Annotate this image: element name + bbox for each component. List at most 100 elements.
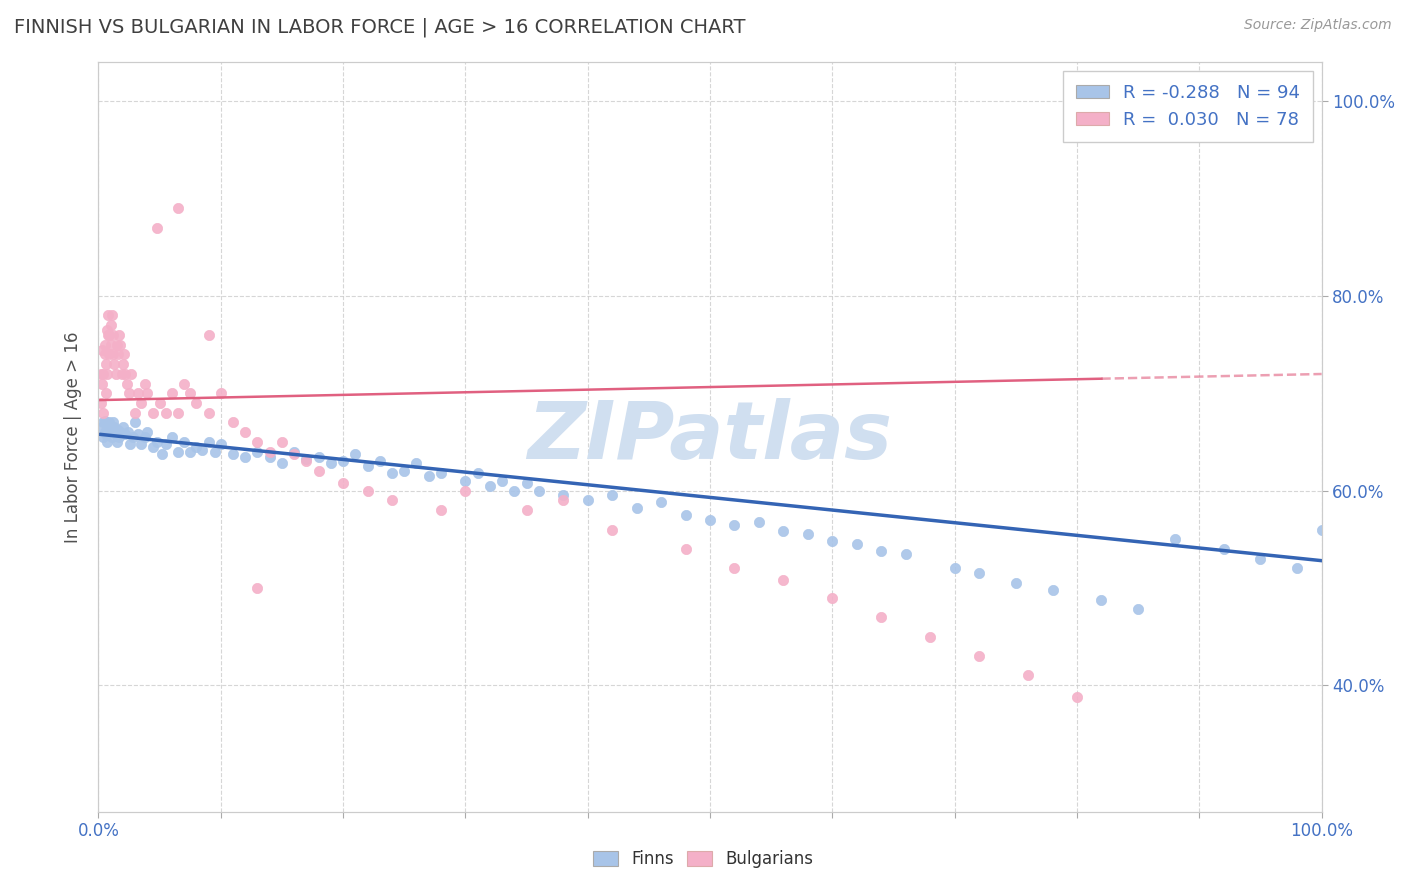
Point [222, 416, 245, 430]
Point [91, 376, 114, 391]
Point [430, 466, 453, 480]
Point [821, 591, 844, 605]
Point [91, 343, 114, 357]
Point [699, 513, 721, 527]
Point [101, 347, 124, 361]
Point [1042, 582, 1064, 597]
Point [100, 425, 122, 440]
Point [503, 483, 526, 498]
Point [134, 430, 156, 444]
Point [246, 581, 269, 595]
Point [114, 367, 136, 381]
Point [94, 386, 117, 401]
Point [920, 630, 942, 644]
Point [91, 420, 114, 434]
Point [1128, 602, 1150, 616]
Point [179, 444, 201, 458]
Point [105, 434, 128, 449]
Point [124, 406, 146, 420]
Point [308, 450, 330, 464]
Point [146, 220, 169, 235]
Point [209, 437, 232, 451]
Point [650, 495, 672, 509]
Point [723, 517, 745, 532]
Point [821, 534, 844, 549]
Point [197, 434, 219, 449]
Point [120, 437, 142, 451]
Point [97, 309, 120, 323]
Legend: Finns, Bulgarians: Finns, Bulgarians [586, 844, 820, 875]
Point [121, 430, 143, 444]
Point [93, 413, 115, 427]
Point [90, 396, 112, 410]
Point [115, 376, 138, 391]
Point [748, 515, 770, 529]
Point [149, 396, 172, 410]
Point [943, 561, 966, 575]
Point [1212, 541, 1234, 556]
Point [107, 423, 129, 437]
Point [626, 501, 648, 516]
Point [467, 466, 489, 480]
Point [101, 327, 124, 342]
Point [295, 454, 318, 468]
Point [112, 347, 135, 361]
Point [723, 561, 745, 575]
Text: ZIPatlas: ZIPatlas [527, 398, 893, 476]
Point [111, 367, 134, 381]
Point [127, 427, 149, 442]
Point [332, 475, 354, 490]
Point [155, 406, 177, 420]
Point [118, 386, 141, 401]
Point [142, 440, 165, 454]
Point [356, 483, 378, 498]
Point [107, 347, 129, 361]
Point [96, 434, 118, 449]
Point [110, 425, 132, 440]
Point [167, 444, 190, 458]
Point [96, 367, 118, 381]
Point [553, 493, 575, 508]
Point [283, 447, 305, 461]
Point [104, 427, 127, 442]
Point [97, 420, 120, 434]
Point [405, 456, 427, 470]
Point [1066, 690, 1088, 704]
Point [772, 573, 794, 587]
Point [96, 323, 118, 337]
Point [114, 427, 136, 442]
Y-axis label: In Labor Force | Age > 16: In Labor Force | Age > 16 [65, 331, 83, 543]
Point [111, 357, 134, 371]
Point [209, 386, 232, 401]
Point [110, 337, 132, 351]
Point [233, 450, 256, 464]
Point [259, 450, 281, 464]
Point [246, 444, 269, 458]
Point [491, 474, 513, 488]
Point [515, 475, 537, 490]
Point [108, 327, 131, 342]
Point [186, 396, 208, 410]
Point [381, 493, 404, 508]
Point [91, 430, 114, 444]
Point [98, 327, 121, 342]
Point [967, 566, 990, 581]
Point [97, 327, 120, 342]
Point [91, 406, 114, 420]
Point [772, 524, 794, 539]
Point [478, 479, 501, 493]
Point [675, 541, 697, 556]
Point [103, 357, 125, 371]
Point [96, 417, 118, 432]
Point [430, 503, 453, 517]
Point [454, 483, 477, 498]
Point [93, 347, 115, 361]
Point [1286, 561, 1309, 575]
Point [108, 430, 131, 444]
Point [146, 434, 169, 449]
Point [600, 488, 623, 502]
Point [319, 456, 342, 470]
Point [553, 488, 575, 502]
Point [94, 427, 117, 442]
Point [150, 447, 173, 461]
